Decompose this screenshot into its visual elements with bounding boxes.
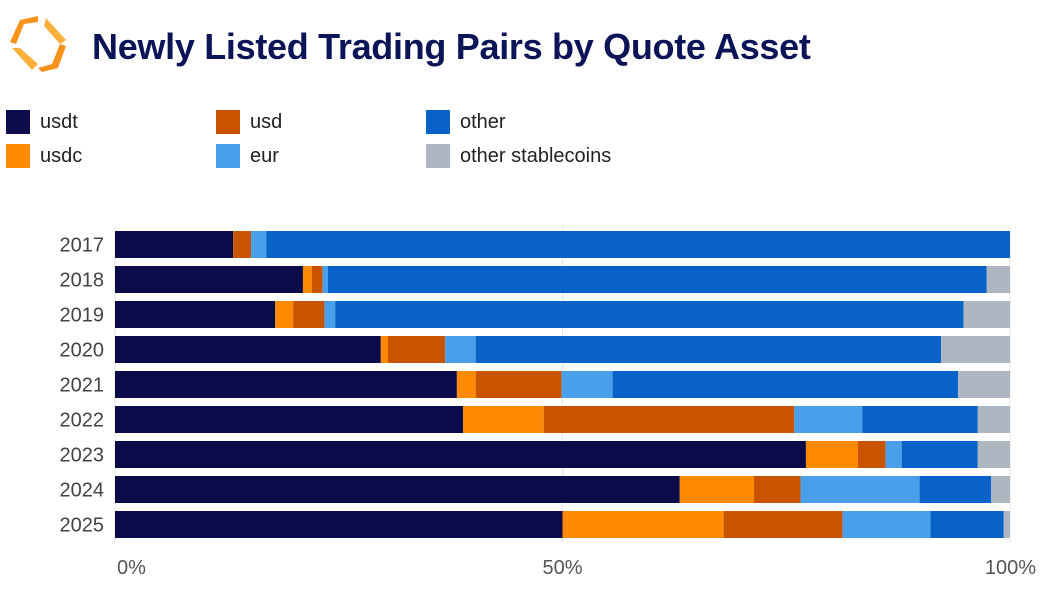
y-tick-label-2017: 2017: [60, 235, 105, 257]
legend-item-other-stablecoins: other stablecoins: [426, 142, 611, 170]
chart-legend: usdt usdc usd eur other other stablecoin…: [0, 0, 1046, 180]
y-tick-label-2019: 2019: [60, 305, 105, 327]
bar-2020-usdc: [380, 336, 388, 363]
bar-2025-other-stablecoins: [1003, 511, 1010, 538]
legend-label-usdt: usdt: [40, 110, 78, 133]
bar-2025-usdt: [115, 511, 563, 538]
legend-label-other-stablecoins: other stablecoins: [460, 144, 612, 167]
bar-2019-other: [335, 301, 964, 328]
x-tick-label-2: 100%: [985, 557, 1036, 579]
bar-2021-usdc: [456, 371, 476, 398]
x-tick-label-0: 0%: [117, 557, 146, 579]
bar-2024-usdt: [115, 476, 680, 503]
bar-2017-usdt: [115, 231, 234, 258]
logo-shape-top-right: [44, 18, 66, 44]
bar-2024-usd: [754, 476, 801, 503]
bar-2023-eur: [885, 441, 902, 468]
legend-swatch-usd: [216, 110, 240, 134]
logo-shape-bottom-right: [38, 44, 66, 72]
legend-label-usdc: usdc: [40, 144, 83, 167]
legend-swatch-usdc: [6, 144, 30, 168]
logo-icon: [10, 16, 66, 72]
bar-2018-other: [328, 266, 987, 293]
bar-2024-other: [919, 476, 992, 503]
bar-2022-usdc: [463, 406, 544, 433]
bar-2023-usdt: [115, 441, 806, 468]
bar-2017-other: [266, 231, 1010, 258]
bar-2018-usd: [311, 266, 323, 293]
bar-2022-other-stablecoins: [977, 406, 1010, 433]
bar-2018-other-stablecoins: [986, 266, 1010, 293]
bar-2022-usdt: [115, 406, 464, 433]
y-tick-label-2023: 2023: [60, 445, 105, 467]
bar-2023-usdc: [805, 441, 858, 468]
y-tick-label-2022: 2022: [60, 410, 105, 432]
bar-2023-usd: [857, 441, 886, 468]
bar-2025-usdc: [562, 511, 724, 538]
bar-2021-usd: [475, 371, 562, 398]
page-title: Newly Listed Trading Pairs by Quote Asse…: [92, 26, 811, 67]
bar-2020-other: [475, 336, 942, 363]
legend-item-usd: usd: [216, 108, 282, 136]
y-tick-label-2024: 2024: [60, 480, 105, 502]
y-tick-label-2018: 2018: [60, 270, 105, 292]
y-tick-label-2025: 2025: [60, 515, 105, 537]
bar-2019-usdc: [275, 301, 294, 328]
bar-2024-other-stablecoins: [991, 476, 1010, 503]
bar-2025-other: [930, 511, 1004, 538]
bar-2020-eur: [445, 336, 476, 363]
bar-2022-usd: [543, 406, 795, 433]
legend-label-other: other: [460, 110, 506, 133]
legend-item-eur: eur: [216, 142, 279, 170]
bar-2017-usd: [233, 231, 252, 258]
legend-label-usd: usd: [250, 110, 283, 133]
legend-label-eur: eur: [250, 144, 279, 167]
bar-2019-usdt: [115, 301, 276, 328]
bar-2023-other: [901, 441, 978, 468]
bar-2025-eur: [842, 511, 931, 538]
y-tick-label-2020: 2020: [60, 340, 105, 362]
bar-2019-other-stablecoins: [963, 301, 1010, 328]
bar-2018-usdc: [302, 266, 312, 293]
bar-2021-eur: [561, 371, 613, 398]
bar-2022-other: [862, 406, 978, 433]
legend-swatch-other: [426, 110, 450, 134]
bar-2021-usdt: [115, 371, 457, 398]
bar-2018-eur: [322, 266, 329, 293]
bar-2020-other-stablecoins: [941, 336, 1010, 363]
legend-swatch-usdt: [6, 110, 30, 134]
y-tick-label-2021: 2021: [60, 375, 105, 397]
bar-2025-usd: [723, 511, 843, 538]
logo-shape-top-left: [10, 16, 38, 44]
legend-item-other: other: [426, 108, 506, 136]
bar-2019-usd: [293, 301, 325, 328]
bar-2018-usdt: [115, 266, 303, 293]
bar-2017-eur: [251, 231, 267, 258]
bar-2019-eur: [324, 301, 336, 328]
x-tick-label-1: 50%: [542, 557, 582, 579]
bar-2022-eur: [794, 406, 863, 433]
bar-2024-usdc: [679, 476, 755, 503]
bar-2024-eur: [800, 476, 920, 503]
bar-2021-other-stablecoins: [958, 371, 1010, 398]
legend-swatch-other-stablecoins: [426, 144, 450, 168]
bar-2020-usdt: [115, 336, 381, 363]
bar-2020-usd: [387, 336, 446, 363]
legend-item-usdt: usdt: [6, 108, 78, 136]
legend-swatch-eur: [216, 144, 240, 168]
legend-item-usdc: usdc: [6, 142, 82, 170]
bar-2023-other-stablecoins: [977, 441, 1010, 468]
bar-2021-other: [612, 371, 959, 398]
logo-shape-bottom-left: [12, 48, 38, 70]
